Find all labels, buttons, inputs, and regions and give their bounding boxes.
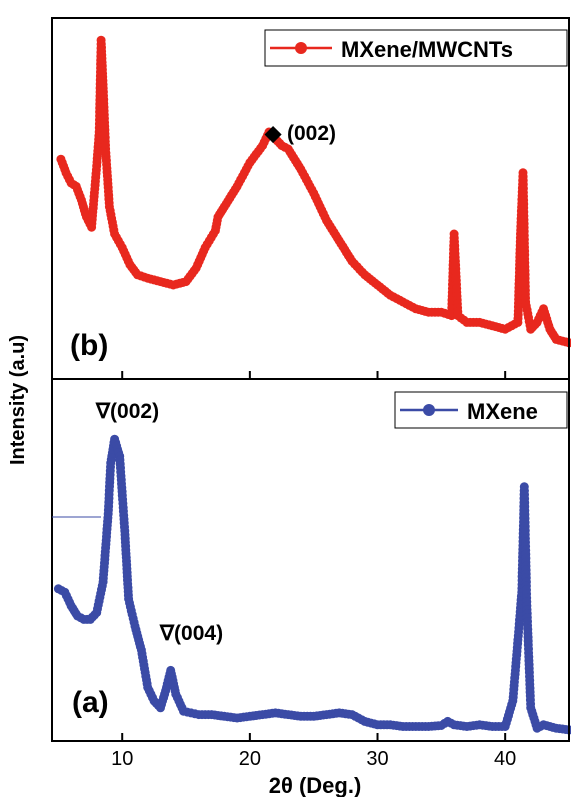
panel-a-frame	[51, 378, 570, 742]
a-data-series	[53, 434, 571, 735]
legend-b-label: MXene/MWCNTs	[341, 37, 513, 62]
panel-b: MXene/MWCNTs ◆ (002) (b)	[51, 17, 571, 380]
a-annotation-002: ∇(002)	[95, 400, 159, 423]
b-x-ticks	[121, 371, 507, 379]
b-data-series	[56, 35, 571, 348]
x-axis-label: 2θ (Deg.)	[269, 773, 362, 797]
y-axis-label: Intensity (a.u)	[7, 335, 29, 465]
legend-a-label: MXene	[467, 399, 538, 424]
a-x-tick-label: 40	[494, 748, 516, 770]
a-x-tick-label: 10	[111, 748, 133, 770]
legend-b-marker	[295, 42, 307, 54]
a-x-ticks: 10 20 30 40	[111, 733, 516, 770]
panel-b-label: (b)	[70, 329, 108, 362]
a-annotation-004: ∇(004)	[159, 622, 223, 645]
panel-a-label: (a)	[72, 686, 109, 719]
panel-a: 10 20 30 40 MXene ∇(002) ∇(004) (a)	[51, 378, 571, 770]
legend-b: MXene/MWCNTs	[264, 29, 568, 67]
a-x-tick-label: 30	[366, 748, 388, 770]
legend-a: MXene	[394, 391, 568, 429]
a-x-tick-label: 20	[239, 748, 261, 770]
b-annotation-002: ◆ (002)	[264, 122, 336, 145]
legend-a-marker	[423, 404, 435, 416]
a-series-line-0	[57, 438, 570, 731]
